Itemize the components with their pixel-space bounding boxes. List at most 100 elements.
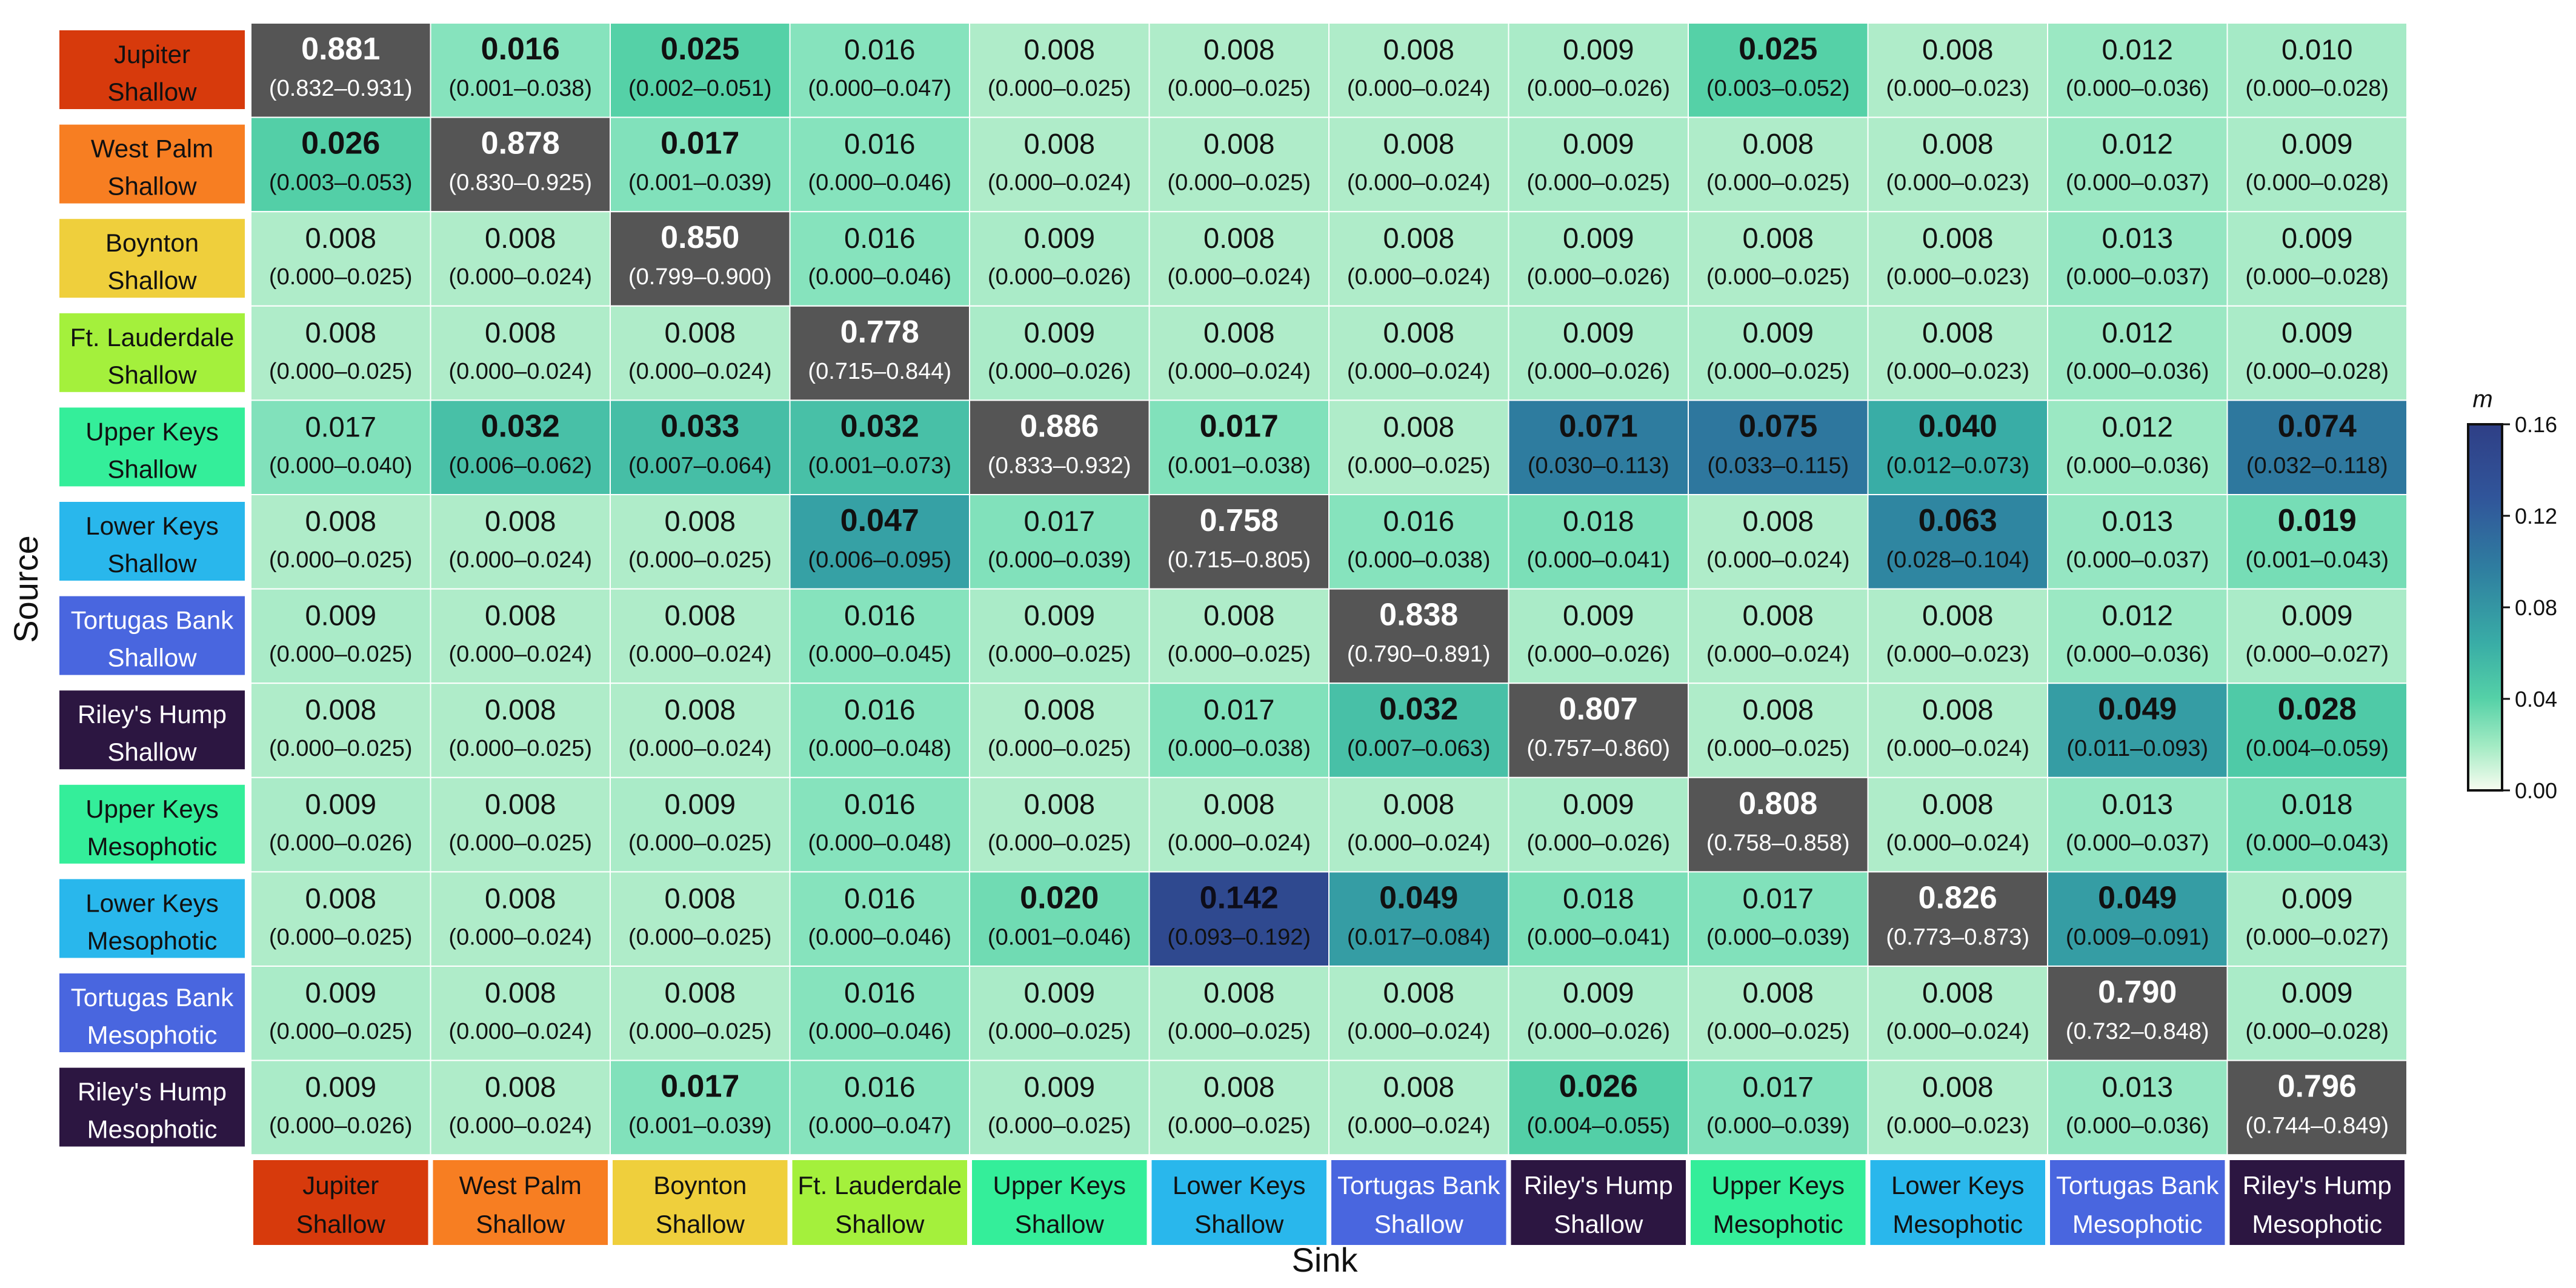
colorbar-tick-label: 0.00 (2515, 778, 2557, 803)
cell-value: 0.008 (1742, 976, 1814, 1009)
source-label-line2: Shallow (107, 172, 197, 201)
cell-rect (1688, 399, 1869, 496)
cell-value: 0.026 (301, 126, 380, 161)
cell-value: 0.142 (1200, 880, 1279, 915)
cell-rect (1328, 588, 1509, 684)
sink-label: Riley's Hump Mesophotic (2229, 1160, 2405, 1245)
cell-value: 0.009 (1023, 1071, 1095, 1103)
heatmap-cell: 0.009 (0.000–0.026) (250, 776, 431, 873)
cell-rect (969, 966, 1150, 1061)
cell-interval: (0.000–0.025) (628, 1019, 772, 1044)
cell-rect (1867, 871, 2048, 967)
cell-rect (250, 399, 431, 496)
sink-label-line2: Shallow (1554, 1210, 1643, 1238)
heatmap-cell: 0.017 (0.001–0.038) (1148, 399, 1330, 496)
sink-label: Boynton Shallow (613, 1160, 788, 1245)
cell-interval: (0.000–0.024) (448, 1113, 592, 1139)
cell-value: 0.074 (2278, 409, 2357, 444)
cell-value: 0.850 (661, 220, 739, 255)
cell-rect (1328, 305, 1509, 401)
heatmap-cell: 0.008 (0.000–0.025) (1148, 1059, 1330, 1156)
heatmap-cell: 0.009 (0.000–0.028) (2226, 211, 2408, 307)
cell-rect (2226, 682, 2408, 778)
cell-value: 0.075 (1739, 409, 1817, 444)
cell-interval: (0.006–0.062) (448, 453, 592, 478)
sink-label-line1: Ft. Lauderdale (797, 1171, 962, 1200)
heatmap-cell: 0.826 (0.773–0.873) (1867, 871, 2048, 967)
source-label: Ft. Lauderdale Shallow (59, 313, 245, 392)
cell-interval: (0.000–0.028) (2245, 76, 2389, 101)
heatmap-cell: 0.008 (0.000–0.025) (250, 682, 431, 778)
cell-rect (2047, 871, 2228, 967)
heatmap-cell: 0.012 (0.000–0.036) (2047, 22, 2228, 118)
cell-rect (2047, 399, 2228, 496)
heatmap-cell: 0.008 (0.000–0.023) (1867, 1059, 2048, 1156)
heatmap-cell: 0.016 (0.000–0.047) (789, 1059, 970, 1156)
cell-rect (1148, 1059, 1330, 1156)
heatmap-cell: 0.009 (0.000–0.025) (610, 776, 791, 873)
cell-value: 0.013 (2102, 505, 2173, 537)
heatmap-cell: 0.790 (0.732–0.848) (2047, 966, 2228, 1061)
cell-value: 0.026 (1559, 1069, 1638, 1104)
cell-interval: (0.000–0.023) (1886, 76, 2029, 101)
cell-rect (430, 966, 611, 1061)
cell-value: 0.008 (1922, 693, 1994, 726)
cell-value: 0.018 (1563, 505, 1634, 537)
cell-interval: (0.000–0.025) (269, 924, 413, 950)
cell-interval: (0.000–0.024) (988, 170, 1131, 196)
cell-interval: (0.757–0.860) (1526, 736, 1670, 761)
cell-value: 0.778 (840, 315, 919, 350)
cell-interval: (0.000–0.024) (448, 1019, 592, 1044)
cell-interval: (0.000–0.036) (2066, 1113, 2209, 1139)
heatmap-cell: 0.142 (0.093–0.192) (1148, 871, 1330, 967)
sink-label-swatch (253, 1160, 428, 1245)
cell-value: 0.838 (1379, 598, 1458, 633)
heatmap-cell: 0.008 (0.000–0.025) (1328, 399, 1509, 496)
cell-rect (2226, 305, 2408, 401)
cell-value: 0.008 (1922, 128, 1994, 160)
sink-label: Upper Keys Shallow (972, 1160, 1147, 1245)
cell-interval: (0.000–0.037) (2066, 547, 2209, 573)
cell-value: 0.025 (661, 32, 739, 67)
cell-value: 0.008 (485, 316, 556, 349)
heatmap-cell: 0.008 (0.000–0.025) (969, 682, 1150, 778)
heatmap-cell: 0.049 (0.017–0.084) (1328, 871, 1509, 967)
cell-value: 0.008 (1742, 693, 1814, 726)
cell-rect (1867, 305, 2048, 401)
cell-value: 0.013 (2102, 1071, 2173, 1103)
source-label: Upper Keys Shallow (59, 407, 245, 487)
cell-rect (789, 305, 970, 401)
cell-value: 0.009 (305, 599, 376, 632)
cell-value: 0.008 (664, 505, 736, 537)
heatmap-cell: 0.025 (0.002–0.051) (610, 22, 791, 118)
cell-value: 0.008 (1023, 693, 1095, 726)
sink-label-line2: Shallow (476, 1210, 565, 1238)
heatmap-cell: 0.010 (0.000–0.028) (2226, 22, 2408, 118)
cell-rect (1328, 494, 1509, 590)
sink-label-swatch (2229, 1160, 2405, 1245)
sink-label: Ft. Lauderdale Shallow (792, 1160, 967, 1245)
source-label-line1: Lower Keys (85, 512, 218, 540)
cell-rect (430, 1059, 611, 1156)
heatmap-cell: 0.009 (0.000–0.027) (2226, 871, 2408, 967)
cell-value: 0.008 (1922, 788, 1994, 820)
cell-interval: (0.000–0.025) (988, 736, 1131, 761)
heatmap-cell: 0.008 (0.000–0.024) (430, 305, 611, 401)
cell-interval: (0.000–0.026) (1526, 264, 1670, 290)
heatmap-cell: 0.886 (0.833–0.932) (969, 399, 1150, 496)
source-label: Riley's Hump Mesophotic (59, 1067, 245, 1147)
cell-rect (1148, 776, 1330, 873)
heatmap-cell: 0.019 (0.001–0.043) (2226, 494, 2408, 590)
cell-rect (430, 399, 611, 496)
cell-rect (969, 1059, 1150, 1156)
cell-value: 0.008 (485, 788, 556, 820)
cell-rect (1688, 776, 1869, 873)
cell-interval: (0.001–0.046) (988, 924, 1131, 950)
cell-value: 0.008 (1203, 33, 1275, 65)
source-label-line2: Shallow (107, 549, 197, 578)
cell-rect (2047, 211, 2228, 307)
cell-value: 0.028 (2278, 692, 2357, 727)
cell-value: 0.040 (1919, 409, 1997, 444)
cell-interval: (0.000–0.024) (448, 547, 592, 573)
heatmap-cell: 0.009 (0.000–0.026) (969, 305, 1150, 401)
